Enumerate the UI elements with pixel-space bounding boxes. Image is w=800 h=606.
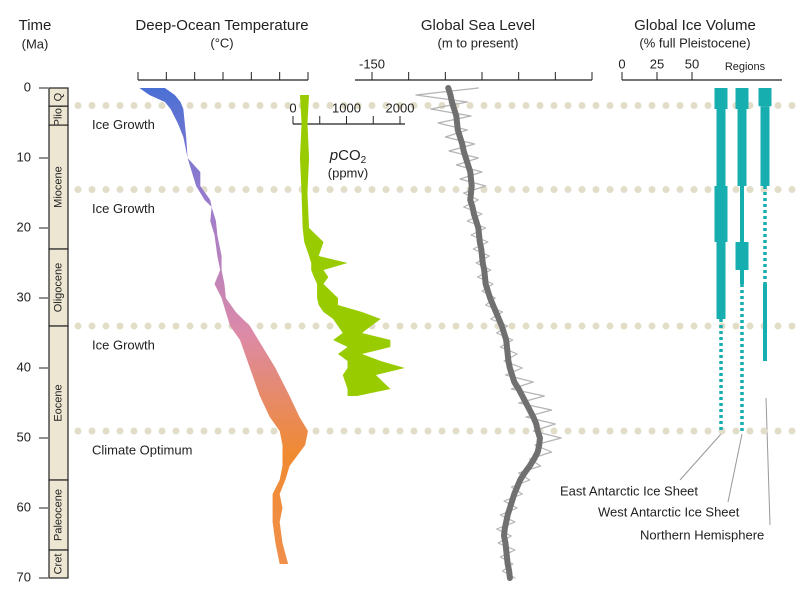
y-tick-label: 70 [17,569,31,584]
y-tick-label: 20 [17,219,31,234]
leader-line [765,397,771,526]
epoch-label: Q [52,92,64,101]
band [299,95,405,396]
region-label: Northern Hemisphere [640,527,764,542]
event-label: Ice Growth [92,117,155,132]
event-label: Ice Growth [92,337,155,352]
panel-title: pCO2 [329,147,367,166]
title-main: CO [338,147,361,164]
epoch-label: Eocene [52,384,64,421]
panel-unit: (% full Pleistocene) [639,35,750,50]
x-tick-label: 2000 [386,100,415,115]
x-tick-label: 1000 [332,100,361,115]
epoch-label: Paleocene [52,489,64,541]
panel-unit: (ppmv) [328,165,368,180]
epoch-label: Miocene [52,166,64,208]
sea-level-line [445,85,543,581]
region-label: East Antarctic Ice Sheet [560,483,698,498]
region-label: West Antarctic Ice Sheet [598,504,740,519]
epoch [48,549,69,579]
title-italic: p [329,147,338,164]
panel-title: Global Sea Level [421,17,535,34]
epoch-label: Cret [52,554,64,575]
x-tick-label: 25 [650,56,664,71]
x-tick-label: 0 [618,56,625,71]
time-title: Time [19,17,52,34]
panel-unit: (°C) [210,35,233,50]
panel-title: Deep-Ocean Temperature [135,17,308,34]
x-tick-label: 0 [289,100,296,115]
event-label: Ice Growth [92,201,155,216]
leader-line [679,433,722,481]
y-tick-label: 50 [17,429,31,444]
regions-label: Regions [725,61,766,73]
title-sub: 2 [361,155,367,166]
y-tick-label: 60 [17,499,31,514]
panel-unit: (m to present) [438,35,519,50]
sea-level-line [415,87,562,579]
y-tick-label: 40 [17,359,31,374]
x-tick-label: -150 [359,56,385,71]
time-unit: (Ma) [22,36,49,51]
y-tick-label: 0 [24,79,31,94]
panel-title: Global Ice Volume [634,17,756,34]
epoch-label: Oligocene [52,263,64,313]
leader-line [727,433,743,503]
y-tick-label: 30 [17,289,31,304]
event-label: Climate Optimum [92,442,192,457]
epoch-label: Plio. [52,105,64,126]
leader-lines [679,397,771,526]
y-tick-label: 10 [17,149,31,164]
x-tick-label: 50 [685,56,699,71]
